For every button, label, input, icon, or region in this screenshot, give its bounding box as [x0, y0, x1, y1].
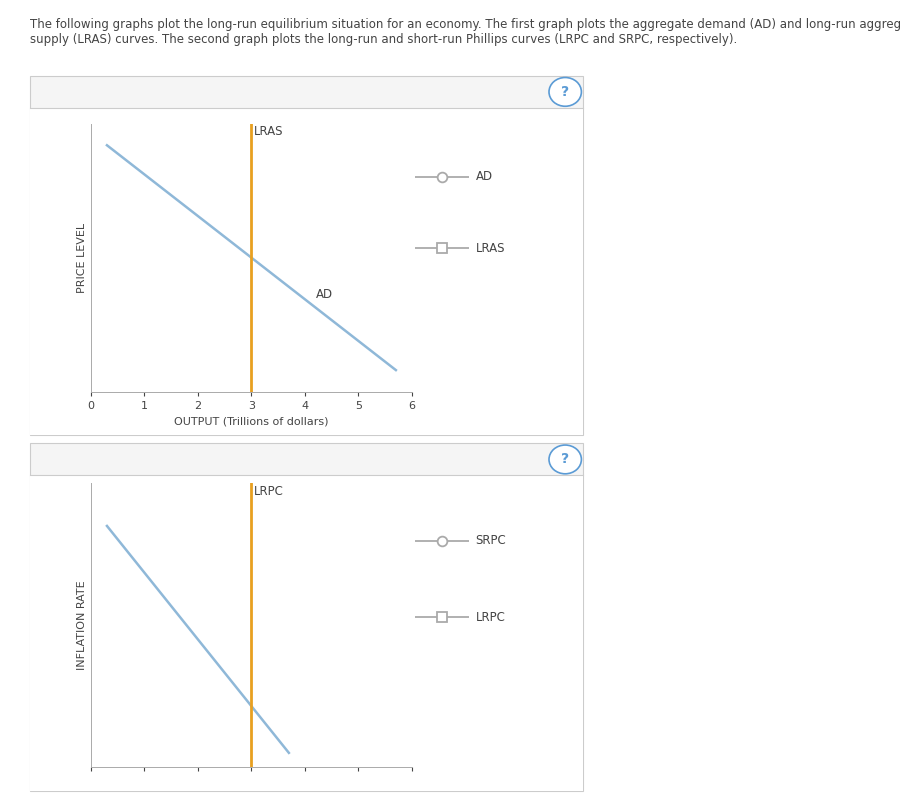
Y-axis label: PRICE LEVEL: PRICE LEVEL	[76, 223, 86, 292]
Text: ?: ?	[561, 85, 570, 99]
Y-axis label: INFLATION RATE: INFLATION RATE	[76, 580, 86, 670]
Text: LRPC: LRPC	[476, 610, 506, 624]
Text: AD: AD	[476, 170, 493, 183]
Text: SRPC: SRPC	[476, 535, 507, 547]
Text: LRPC: LRPC	[254, 485, 284, 498]
Text: supply (LRAS) curves. The second graph plots the long-run and short-run Phillips: supply (LRAS) curves. The second graph p…	[30, 33, 737, 46]
Text: LRAS: LRAS	[254, 125, 284, 137]
Text: The following graphs plot the long-run equilibrium situation for an economy. The: The following graphs plot the long-run e…	[30, 18, 900, 30]
Text: LRAS: LRAS	[476, 242, 505, 255]
Text: AD: AD	[316, 288, 333, 301]
Text: ?: ?	[561, 452, 570, 467]
X-axis label: OUTPUT (Trillions of dollars): OUTPUT (Trillions of dollars)	[175, 416, 328, 426]
